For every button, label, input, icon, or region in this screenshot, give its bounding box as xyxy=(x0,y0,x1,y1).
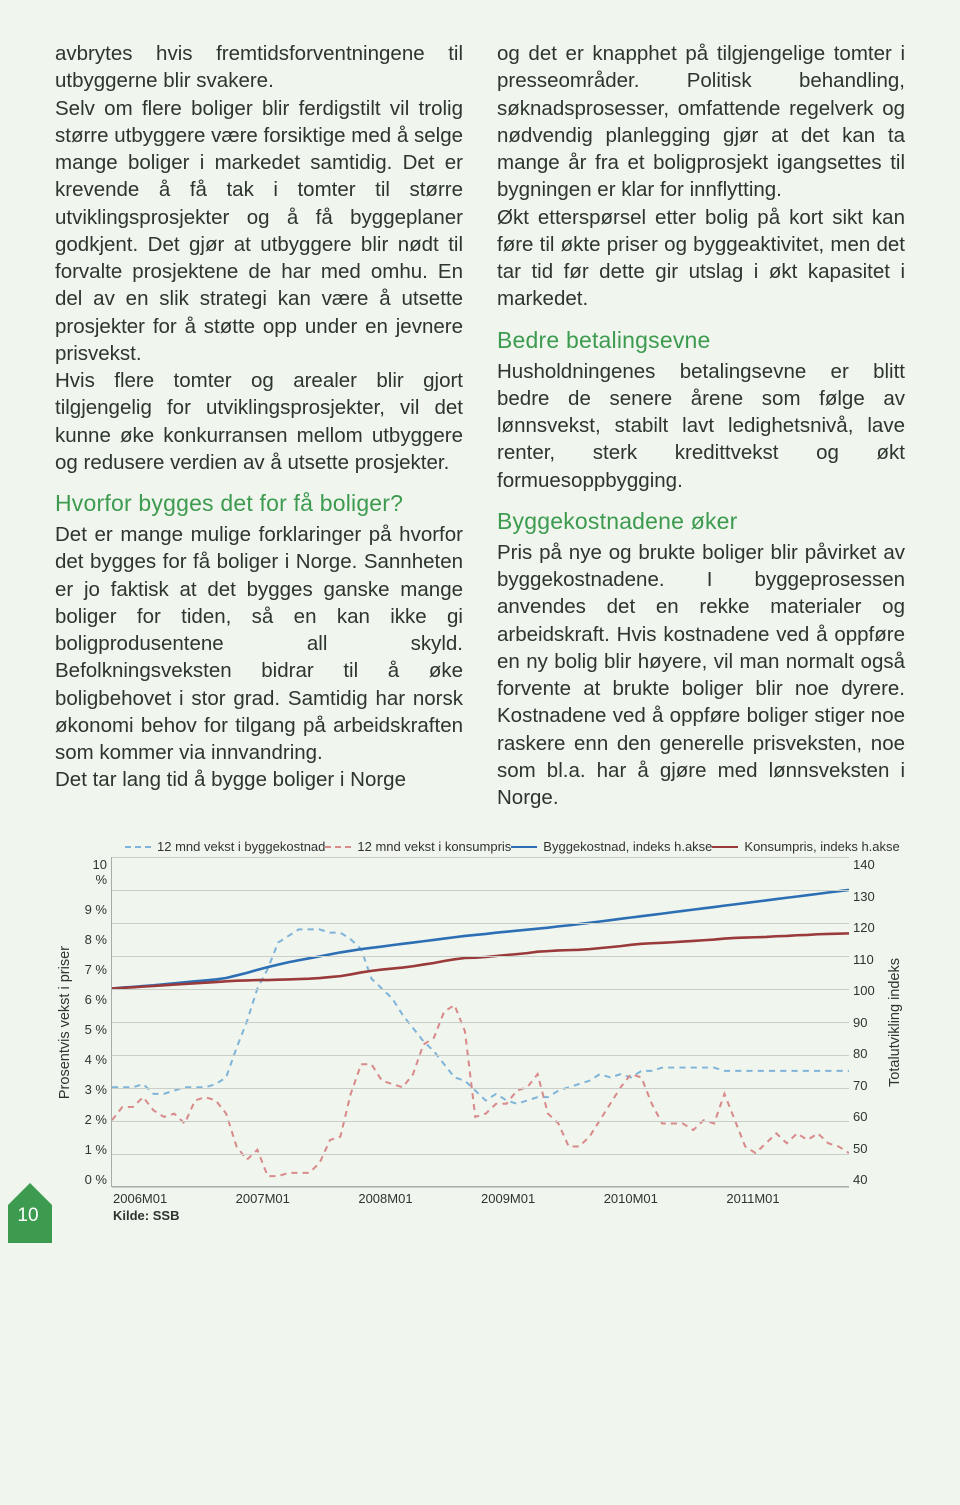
ytick: 5 % xyxy=(79,1022,107,1037)
legend-item: 12 mnd vekst i byggekostnad xyxy=(125,839,325,854)
para: Pris på nye og brukte boliger blir påvir… xyxy=(497,539,905,812)
para: Husholdningenes betalingsevne er blitt b… xyxy=(497,358,905,494)
legend-label: Konsumpris, indeks h.akse xyxy=(744,839,899,854)
ytick: 90 xyxy=(853,1015,881,1030)
xtick: 2011M01 xyxy=(726,1191,849,1206)
legend-label: Byggekostnad, indeks h.akse xyxy=(543,839,712,854)
legend-label: 12 mnd vekst i byggekostnad xyxy=(157,839,325,854)
chart-container: 12 mnd vekst i byggekostnad 12 mnd vekst… xyxy=(55,839,905,1223)
ytick: 2 % xyxy=(79,1112,107,1127)
ytick: 70 xyxy=(853,1078,881,1093)
chart-legend: 12 mnd vekst i byggekostnad 12 mnd vekst… xyxy=(55,839,905,854)
chart-source: Kilde: SSB xyxy=(113,1208,905,1223)
heading-byggekostnadene: Byggekostnadene øker xyxy=(497,508,905,535)
page-number: 10 xyxy=(0,1205,56,1227)
para: Det er mange mulige forklaringer på hvor… xyxy=(55,521,463,766)
ytick: 60 xyxy=(853,1109,881,1124)
chart-plot xyxy=(111,857,849,1187)
y-axis-right-ticks: 140 130 120 110 100 90 80 70 60 50 40 xyxy=(849,857,885,1187)
para: og det er knapphet på tilgjengelige tomt… xyxy=(497,40,905,204)
ytick: 9 % xyxy=(79,902,107,917)
ytick: 7 % xyxy=(79,962,107,977)
ytick: 140 xyxy=(853,857,881,872)
legend-label: 12 mnd vekst i konsumpris xyxy=(357,839,511,854)
xtick: 2009M01 xyxy=(481,1191,604,1206)
ytick: 130 xyxy=(853,889,881,904)
para: Økt etterspørsel etter bolig på kort sik… xyxy=(497,204,905,313)
legend-item: Byggekostnad, indeks h.akse xyxy=(511,839,712,854)
ytick: 4 % xyxy=(79,1052,107,1067)
ytick: 80 xyxy=(853,1046,881,1061)
para: Selv om flere boliger blir ferdigstilt v… xyxy=(55,95,463,368)
ytick: 8 % xyxy=(79,932,107,947)
para: Det tar lang tid å bygge boliger i Norge xyxy=(55,766,463,793)
y-axis-right-label: Totalutvikling indeks xyxy=(885,958,905,1087)
x-axis-row: 2006M012007M012008M012009M012010M012011M… xyxy=(113,1187,849,1206)
ytick: 120 xyxy=(853,920,881,935)
xtick: 2007M01 xyxy=(236,1191,359,1206)
xtick: 2006M01 xyxy=(113,1191,236,1206)
xtick: 2010M01 xyxy=(604,1191,727,1206)
left-column: avbrytes hvis fremtidsforventningene til… xyxy=(55,40,463,811)
legend-item: Konsumpris, indeks h.akse xyxy=(712,839,899,854)
ytick: 50 xyxy=(853,1141,881,1156)
ytick: 1 % xyxy=(79,1142,107,1157)
ytick: 100 xyxy=(853,983,881,998)
ytick: 40 xyxy=(853,1172,881,1187)
xtick: 2008M01 xyxy=(358,1191,481,1206)
text-columns: avbrytes hvis fremtidsforventningene til… xyxy=(55,40,905,811)
para: avbrytes hvis fremtidsforventningene til… xyxy=(55,40,463,95)
ytick: 6 % xyxy=(79,992,107,1007)
para: Hvis flere tomter og arealer blir gjort … xyxy=(55,367,463,476)
heading-betalingsevne: Bedre betalingsevne xyxy=(497,327,905,354)
y-axis-left-label: Prosentvis vekst i priser xyxy=(55,946,75,1099)
ytick: 10 % xyxy=(79,857,107,887)
heading-hvorfor: Hvorfor bygges det for få boliger? xyxy=(55,490,463,517)
right-column: og det er knapphet på tilgjengelige tomt… xyxy=(497,40,905,811)
y-axis-left-ticks: 10 % 9 % 8 % 7 % 6 % 5 % 4 % 3 % 2 % 1 % 0 % xyxy=(75,857,111,1187)
legend-item: 12 mnd vekst i konsumpris xyxy=(325,839,511,854)
ytick: 110 xyxy=(853,952,881,967)
ytick: 3 % xyxy=(79,1082,107,1097)
chart-area: Prosentvis vekst i priser 10 % 9 % 8 % 7 % 6… xyxy=(55,857,905,1187)
ytick: 0 % xyxy=(79,1172,107,1187)
x-axis-ticks: 2006M012007M012008M012009M012010M012011M… xyxy=(113,1191,849,1206)
